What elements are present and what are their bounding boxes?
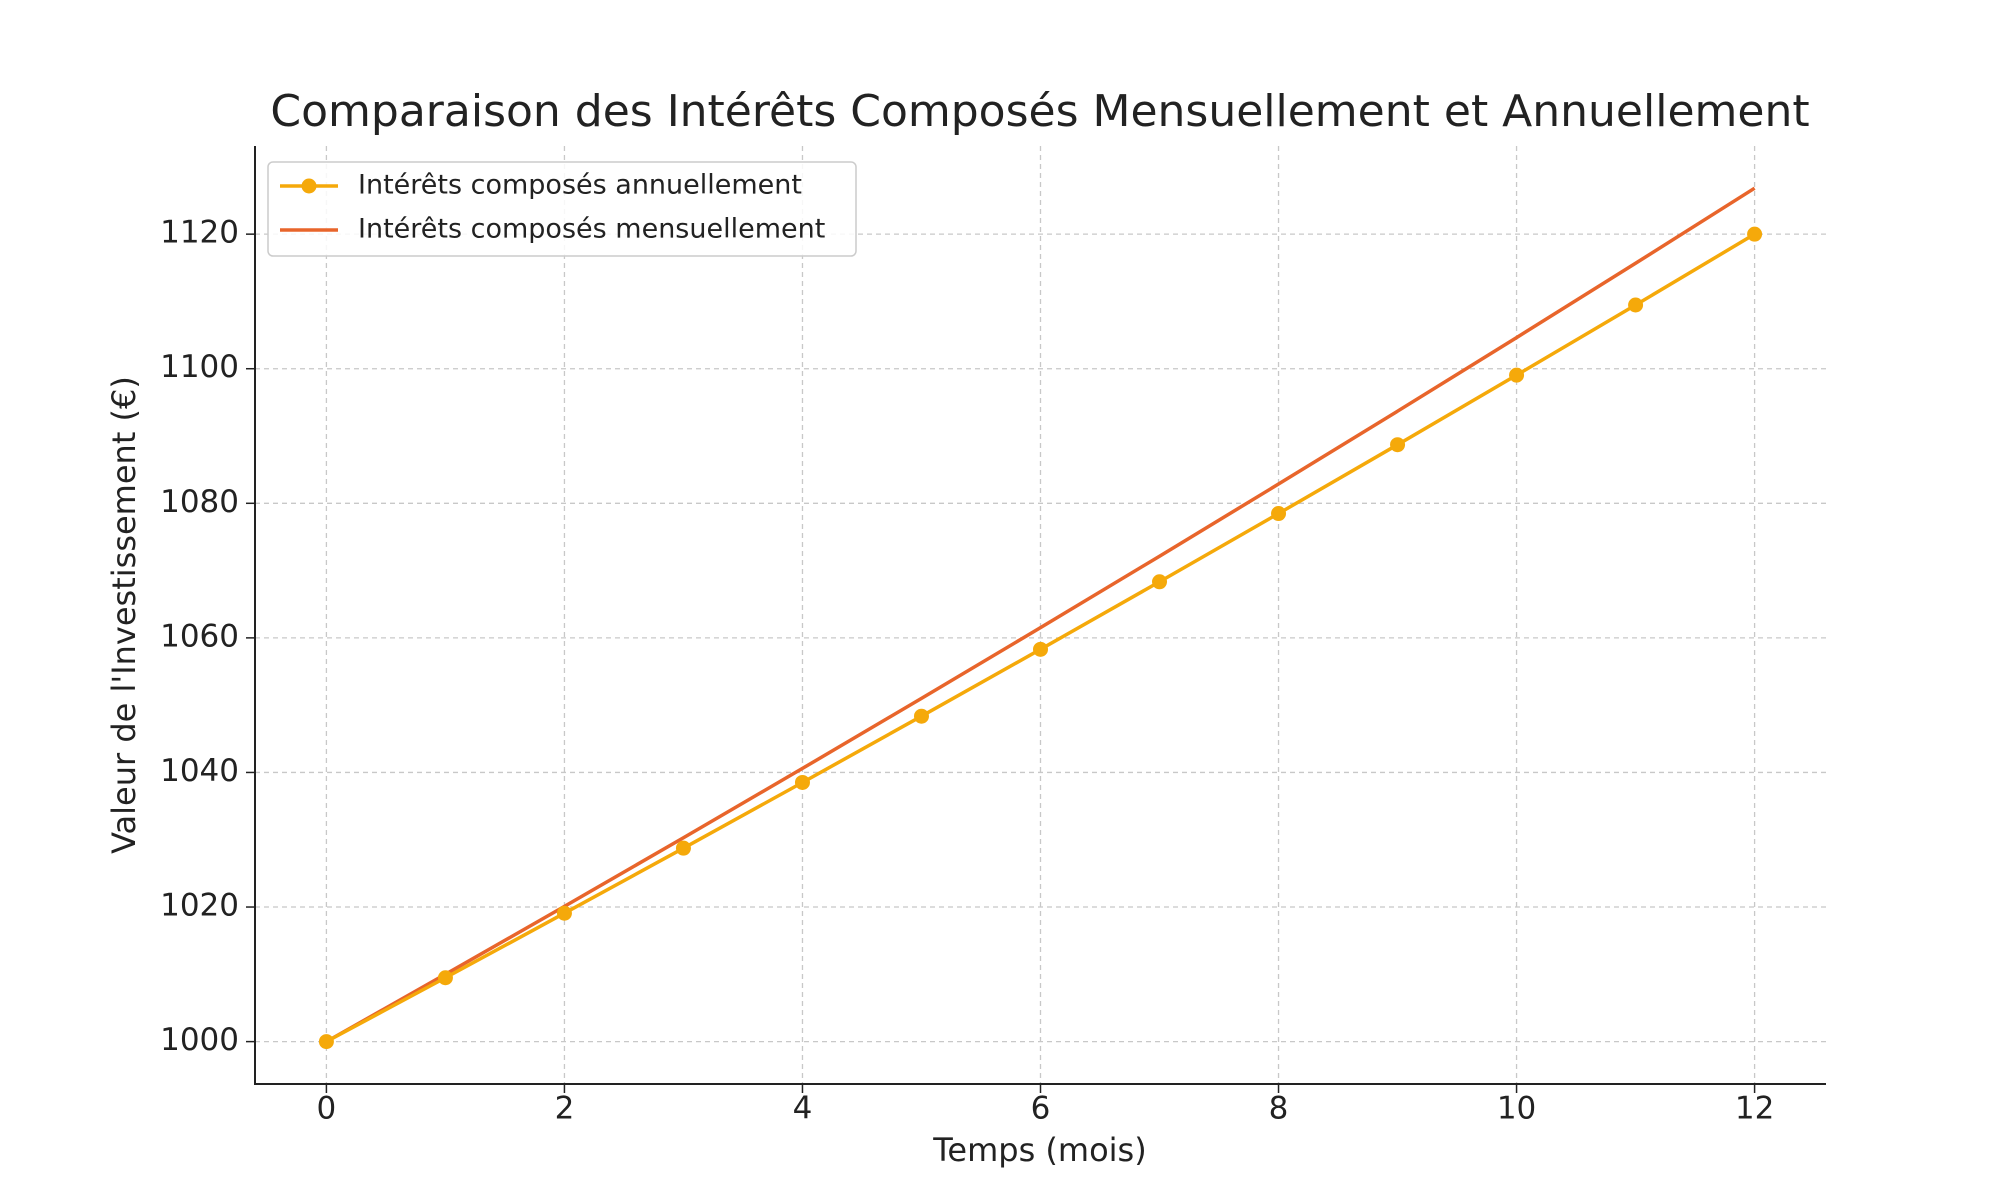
data-point (675, 840, 691, 856)
y-tick-label: 1020 (160, 888, 239, 924)
y-tick-label: 1000 (160, 1022, 239, 1058)
data-point (913, 708, 929, 724)
data-point (556, 905, 572, 921)
data-point (1747, 226, 1763, 242)
y-axis-label: Valeur de l'Investissement (€) (105, 376, 143, 854)
x-axis-label: Temps (mois) (932, 1131, 1146, 1169)
data-point (318, 1034, 334, 1050)
x-tick-label: 6 (1031, 1091, 1051, 1127)
data-point (1152, 574, 1168, 590)
legend-label: Intérêts composés mensuellement (358, 214, 825, 245)
legend-marker (301, 178, 317, 194)
y-tick-label: 1080 (160, 484, 239, 520)
data-point (437, 970, 453, 986)
data-point (1271, 506, 1287, 522)
y-tick-label: 1040 (160, 753, 239, 789)
legend-label: Intérêts composés annuellement (358, 170, 802, 201)
x-tick-label: 4 (793, 1091, 813, 1127)
data-point (1390, 437, 1406, 453)
x-tick-label: 2 (555, 1091, 575, 1127)
x-tick-label: 12 (1735, 1091, 1774, 1127)
y-tick-label: 1120 (160, 215, 239, 251)
data-point (1628, 297, 1644, 313)
chart-title: Comparaison des Intérêts Composés Mensue… (270, 86, 1809, 137)
x-tick-label: 8 (1269, 1091, 1289, 1127)
x-tick-label: 10 (1497, 1091, 1536, 1127)
data-point (1509, 367, 1525, 383)
data-point (794, 774, 810, 790)
legend-box (267, 161, 857, 257)
data-point (1033, 641, 1048, 657)
axis-spine (254, 146, 1826, 1085)
y-tick-label: 1060 (160, 618, 239, 654)
y-tick-label: 1100 (160, 349, 239, 385)
x-tick-label: 0 (317, 1091, 337, 1127)
